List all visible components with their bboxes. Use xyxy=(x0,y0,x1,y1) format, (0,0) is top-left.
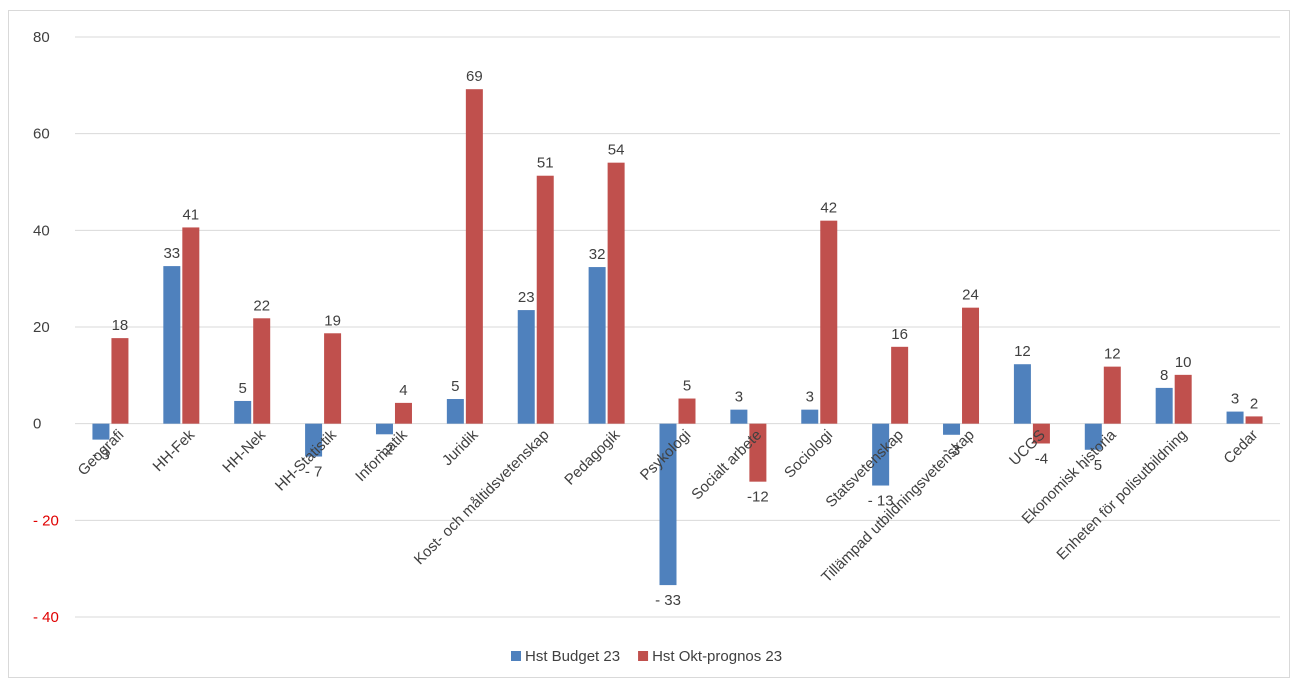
data-label: 32 xyxy=(589,246,606,263)
bar-budget-15 xyxy=(1155,387,1173,424)
y-tick-label: 60 xyxy=(33,126,50,143)
bar-prognos-16 xyxy=(1245,416,1263,424)
data-label: 10 xyxy=(1175,354,1192,371)
bar-budget-2 xyxy=(234,400,252,424)
category-label: Juridik xyxy=(439,426,482,469)
data-label: -12 xyxy=(747,489,769,506)
data-label: 69 xyxy=(466,68,483,85)
chart-frame xyxy=(8,10,1290,678)
bar-prognos-3 xyxy=(324,333,342,424)
data-label: 51 xyxy=(537,155,554,172)
legend: Hst Budget 23 Hst Okt-prognos 23 xyxy=(511,648,782,665)
bar-budget-3 xyxy=(305,423,323,457)
bar-prognos-15 xyxy=(1174,374,1192,424)
data-label: 23 xyxy=(518,289,535,306)
bar-budget-0 xyxy=(92,423,110,440)
legend-swatch xyxy=(511,651,521,661)
legend-swatch xyxy=(638,651,649,661)
bar-budget-10 xyxy=(801,409,819,424)
bar-prognos-11 xyxy=(891,346,909,424)
bar-budget-9 xyxy=(730,409,748,424)
bar-prognos-4 xyxy=(394,402,412,424)
data-label: 41 xyxy=(182,206,199,223)
data-label: 3 xyxy=(1231,391,1239,408)
legend-label: Hst Budget 23 xyxy=(525,648,620,665)
data-label: 5 xyxy=(239,380,247,397)
data-label: - 7 xyxy=(305,464,323,481)
category-label: Enheten för polisutbildning xyxy=(1053,426,1190,563)
bar-budget-8 xyxy=(659,423,677,586)
category-label: Sociologi xyxy=(781,426,836,481)
legend-label: Hst Okt-prognos 23 xyxy=(652,648,782,665)
bar-prognos-7 xyxy=(607,162,625,424)
data-label: 12 xyxy=(1014,343,1031,360)
category-label: Tillämpad utbildningsvetenskap xyxy=(818,426,978,586)
bar-prognos-2 xyxy=(253,318,271,424)
bar-budget-5 xyxy=(446,399,464,424)
gridlines xyxy=(75,36,1280,618)
data-label: 18 xyxy=(112,317,129,334)
y-tick-label: 0 xyxy=(33,416,41,433)
data-label: 3 xyxy=(735,389,743,406)
bar-budget-6 xyxy=(517,310,535,424)
bar-prognos-8 xyxy=(678,398,696,424)
data-label: 2 xyxy=(1250,395,1258,412)
category-label: HH-Fek xyxy=(150,426,199,475)
data-label: 4 xyxy=(399,382,407,399)
bar-budget-12 xyxy=(943,423,961,435)
data-label: 8 xyxy=(1160,367,1168,384)
bar-budget-1 xyxy=(163,266,181,424)
data-label: - 13 xyxy=(868,493,894,510)
data-label: - 5 xyxy=(1085,457,1103,474)
data-label: 5 xyxy=(683,378,691,395)
bar-prognos-13 xyxy=(1032,423,1050,444)
category-label: Informatik xyxy=(352,426,411,485)
data-label: 42 xyxy=(820,200,837,217)
bar-prognos-0 xyxy=(111,338,129,424)
y-tick-label: - 20 xyxy=(33,512,59,529)
data-label: - 3 xyxy=(943,442,961,459)
y-tick-label: - 40 xyxy=(33,609,59,626)
data-label: - 33 xyxy=(655,592,681,609)
bar-prognos-9 xyxy=(749,423,767,482)
data-label: 3 xyxy=(806,389,814,406)
data-label: - 3 xyxy=(92,447,110,464)
bar-budget-14 xyxy=(1084,423,1102,450)
data-label: 33 xyxy=(163,245,180,262)
data-label: 5 xyxy=(451,378,459,395)
data-label: 16 xyxy=(891,326,908,343)
bar-prognos-1 xyxy=(182,227,200,424)
data-label: - 2 xyxy=(376,441,394,458)
data-label: 54 xyxy=(608,142,625,159)
y-axis: 80 60 40 20 0 - 20 - 40 xyxy=(33,29,59,626)
bars xyxy=(92,89,1263,586)
y-tick-label: 40 xyxy=(33,222,50,239)
bar-budget-7 xyxy=(588,267,606,424)
bar-budget-4 xyxy=(375,423,393,435)
bar-prognos-6 xyxy=(536,175,554,424)
bar-budget-16 xyxy=(1226,411,1244,424)
bar-prognos-12 xyxy=(962,307,980,424)
bar-prognos-14 xyxy=(1103,366,1121,424)
data-label: -4 xyxy=(1035,450,1048,467)
category-label: Kost- och måltidsvetenskap xyxy=(411,426,553,568)
data-label: 22 xyxy=(253,297,270,314)
y-tick-label: 20 xyxy=(33,319,50,336)
category-label: HH-Nek xyxy=(219,426,269,476)
y-tick-label: 80 xyxy=(33,29,50,46)
data-label: 24 xyxy=(962,287,979,304)
category-label: Cedar xyxy=(1220,426,1261,467)
category-label: Pedagogik xyxy=(561,426,624,489)
data-label: 19 xyxy=(324,312,341,329)
bar-prognos-5 xyxy=(465,89,483,424)
bar-budget-13 xyxy=(1013,364,1031,424)
bar-budget-11 xyxy=(872,423,890,486)
data-label: 12 xyxy=(1104,346,1121,363)
bar-prognos-10 xyxy=(820,220,838,424)
